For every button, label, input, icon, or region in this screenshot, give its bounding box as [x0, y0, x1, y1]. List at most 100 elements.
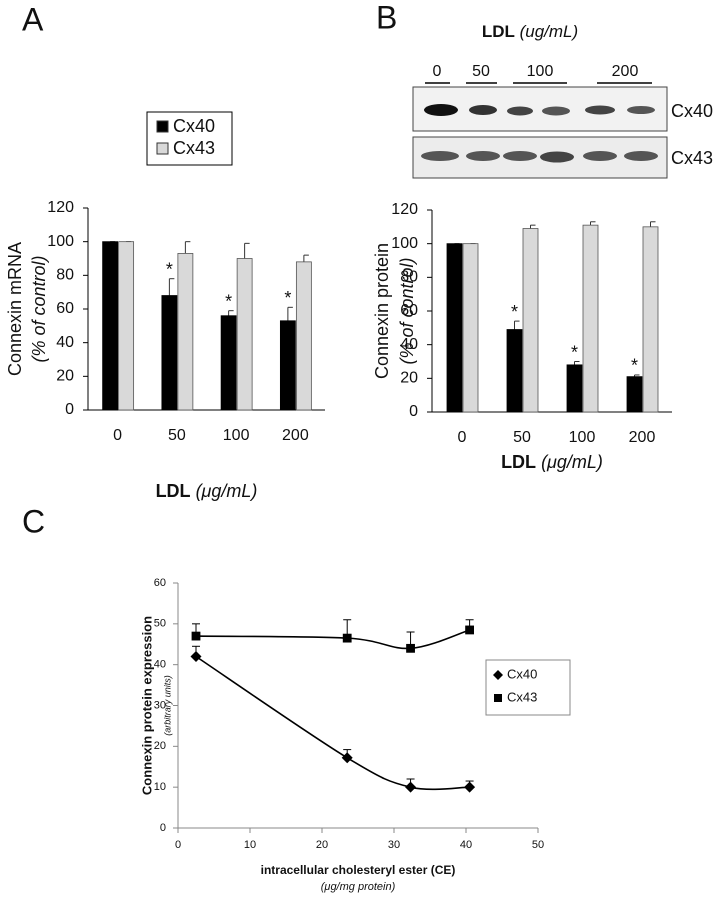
- legend-box: [485, 659, 571, 716]
- bar: [177, 253, 194, 411]
- point: [406, 643, 415, 653]
- panel-label: B: [376, 0, 397, 35]
- panel-label: C: [22, 503, 45, 539]
- blot-bands: [421, 104, 658, 163]
- bar: [626, 376, 643, 413]
- point: [341, 752, 353, 764]
- y-axis-subtitle: (% of control): [29, 255, 49, 362]
- significance-mark: *: [166, 259, 173, 279]
- bar: [295, 261, 312, 411]
- y-tick-label: 60: [154, 577, 166, 589]
- y-tick-label: 60: [56, 300, 74, 317]
- y-tick-label: 60: [400, 302, 418, 319]
- significance-mark: *: [631, 356, 638, 376]
- y-tick-label: 100: [47, 233, 74, 250]
- legend-label: Cx43: [507, 689, 537, 704]
- x-tick-label: 50: [168, 427, 186, 444]
- legend-label: Cx40: [507, 666, 537, 681]
- y-tick-label: 10: [154, 781, 166, 793]
- bar: [642, 226, 659, 413]
- y-tick-label: 40: [154, 659, 166, 671]
- bar: [506, 329, 523, 413]
- legend-marker: [494, 694, 502, 702]
- y-tick-label: 0: [65, 401, 74, 418]
- point: [342, 633, 352, 643]
- legend-marker: [493, 670, 503, 680]
- x-axis-title: LDL (μg/mL): [501, 452, 603, 472]
- lane-label: 200: [612, 63, 639, 80]
- y-axis-title: Connexin protein expression: [139, 616, 154, 795]
- bar: [118, 241, 135, 411]
- y-tick-label: 50: [154, 618, 166, 630]
- legend-swatch: [156, 142, 169, 155]
- legend-swatch: [156, 120, 169, 133]
- band-label: Cx40: [671, 101, 713, 121]
- point: [191, 631, 201, 641]
- y-axis-subtitle: (% of control): [397, 257, 417, 364]
- bar: [582, 224, 599, 413]
- y-tick-label: 80: [400, 269, 418, 286]
- x-axis-subtitle: (μg/mg protein): [321, 881, 396, 893]
- y-tick-label: 80: [56, 267, 74, 284]
- legend-label: Cx43: [173, 138, 215, 158]
- x-axis-title-unit: (μg/mL): [541, 452, 603, 472]
- blot-title: LDL (ug/mL): [482, 22, 578, 41]
- x-tick-label: 40: [460, 839, 472, 851]
- point: [464, 781, 476, 793]
- legend-label: Cx40: [173, 116, 215, 136]
- x-axis-title-unit: (μg/mL): [196, 481, 258, 501]
- x-tick-label: 0: [175, 839, 181, 851]
- band-label: Cx43: [671, 148, 713, 168]
- bar: [161, 295, 178, 411]
- x-tick-label: 50: [532, 839, 544, 851]
- lane-label: 100: [527, 63, 554, 80]
- x-tick-label: 0: [458, 429, 467, 446]
- y-tick-label: 20: [56, 368, 74, 385]
- point: [465, 625, 474, 635]
- lane-label: 0: [433, 63, 442, 80]
- bar: [236, 258, 253, 411]
- bar: [446, 243, 463, 413]
- blot-title-unit: (ug/mL): [520, 22, 579, 41]
- x-axis-title-main: LDL: [156, 481, 191, 501]
- series-line: [195, 629, 470, 650]
- y-tick-label: 120: [391, 201, 418, 218]
- lane-label: 50: [472, 63, 490, 80]
- y-axis-subtitle: (arbitrary units): [162, 675, 172, 736]
- x-tick-label: 20: [316, 839, 328, 851]
- significance-mark: *: [571, 342, 578, 362]
- y-tick-label: 120: [47, 199, 74, 216]
- x-axis-title: intracellular cholesteryl ester (CE): [261, 863, 456, 877]
- y-tick-label: 30: [154, 699, 166, 711]
- significance-mark: *: [284, 288, 291, 308]
- y-tick-label: 0: [409, 403, 418, 420]
- point: [190, 651, 202, 662]
- bar: [462, 243, 479, 413]
- x-tick-label: 30: [388, 839, 400, 851]
- x-tick-label: 100: [223, 427, 250, 444]
- x-tick-label: 50: [513, 429, 531, 446]
- point: [405, 781, 417, 793]
- bar: [220, 315, 237, 411]
- x-axis-title: LDL (μg/mL): [156, 481, 258, 501]
- x-tick-label: 200: [282, 427, 309, 444]
- bar: [522, 228, 539, 413]
- panel-label: A: [22, 1, 44, 37]
- y-tick-label: 20: [154, 740, 166, 752]
- series-line: [195, 655, 470, 791]
- y-tick-label: 40: [400, 336, 418, 353]
- y-tick-label: 20: [400, 370, 418, 387]
- x-axis-title-main: LDL: [501, 452, 536, 472]
- y-tick-label: 40: [56, 334, 74, 351]
- x-tick-label: 200: [629, 429, 656, 446]
- x-tick-label: 0: [113, 427, 122, 444]
- x-tick-label: 10: [244, 839, 256, 851]
- y-axis-title: Connexin protein: [372, 243, 392, 379]
- x-tick-label: 100: [569, 429, 596, 446]
- significance-mark: *: [511, 302, 518, 322]
- bar: [566, 364, 583, 413]
- bar: [102, 241, 119, 411]
- y-axis-title: Connexin mRNA: [5, 242, 25, 376]
- significance-mark: *: [225, 291, 232, 311]
